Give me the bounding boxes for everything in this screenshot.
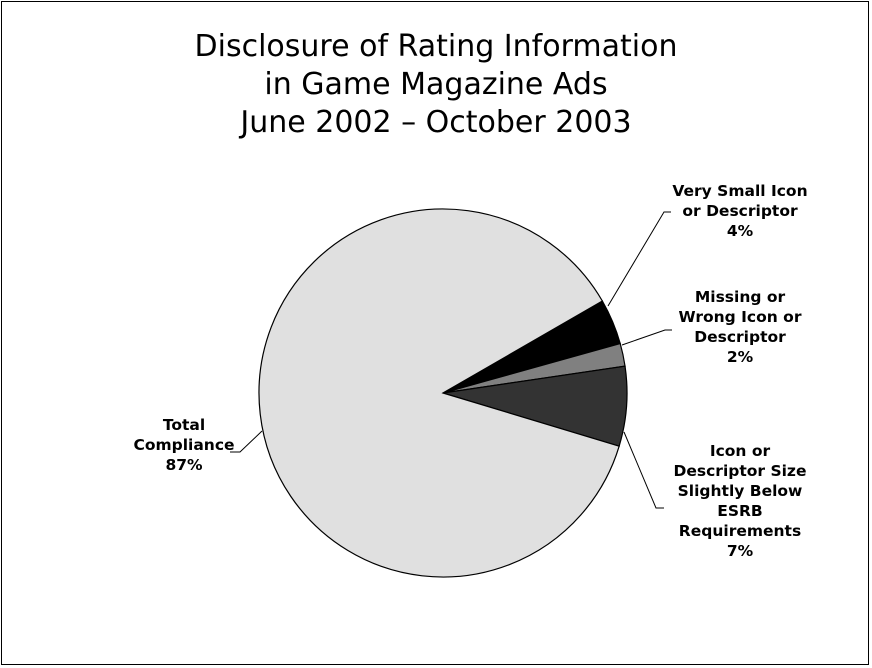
chart-title-line-3: June 2002 – October 2003 <box>240 105 632 140</box>
pie-slices <box>258 208 628 578</box>
leader-lines <box>230 211 672 509</box>
slice-label-2-line-4: 2% <box>727 348 754 366</box>
slice-label-2-line-2: Wrong Icon or <box>679 308 802 326</box>
slice-label-3-line-2: Descriptor Size <box>674 462 807 480</box>
pie-slice-4 <box>258 208 620 578</box>
leader-line-3 <box>623 431 664 509</box>
slice-label-3-line-4: ESRB <box>717 502 763 520</box>
slice-label-2-line-1: Missing or <box>695 288 786 306</box>
slice-label-4: Total Compliance 87% <box>133 416 234 474</box>
slice-label-1: Very Small Icon or Descriptor 4% <box>672 182 807 240</box>
slice-label-2: Missing or Wrong Icon or Descriptor 2% <box>679 288 802 366</box>
slice-label-3-line-1: Icon or <box>710 442 771 460</box>
slice-label-4-line-2: Compliance <box>133 436 234 454</box>
slice-label-1-line-2: or Descriptor <box>682 202 798 220</box>
chart-title-line-1: Disclosure of Rating Information <box>194 29 678 64</box>
slice-label-4-line-3: 87% <box>165 456 203 474</box>
slice-label-3-line-6: 7% <box>727 542 754 560</box>
leader-line-1 <box>607 211 671 307</box>
leader-line-2 <box>621 329 672 346</box>
slice-label-1-line-1: Very Small Icon <box>672 182 807 200</box>
slice-label-3-line-5: Requirements <box>679 522 801 540</box>
slice-label-4-line-1: Total <box>163 416 205 434</box>
slice-label-3-line-3: Slightly Below <box>678 482 803 500</box>
chart-title-line-2: in Game Magazine Ads <box>264 67 608 102</box>
slice-labels: Very Small Icon or Descriptor 4% Missing or… <box>133 182 807 560</box>
chart-title: Disclosure of Rating Information in Game… <box>0 28 872 142</box>
slice-label-3: Icon or Descriptor Size Slightly Below ESRB… <box>674 442 807 560</box>
leader-line-4 <box>230 430 263 453</box>
slice-label-2-line-3: Descriptor <box>694 328 786 346</box>
slice-label-1-line-3: 4% <box>727 222 754 240</box>
